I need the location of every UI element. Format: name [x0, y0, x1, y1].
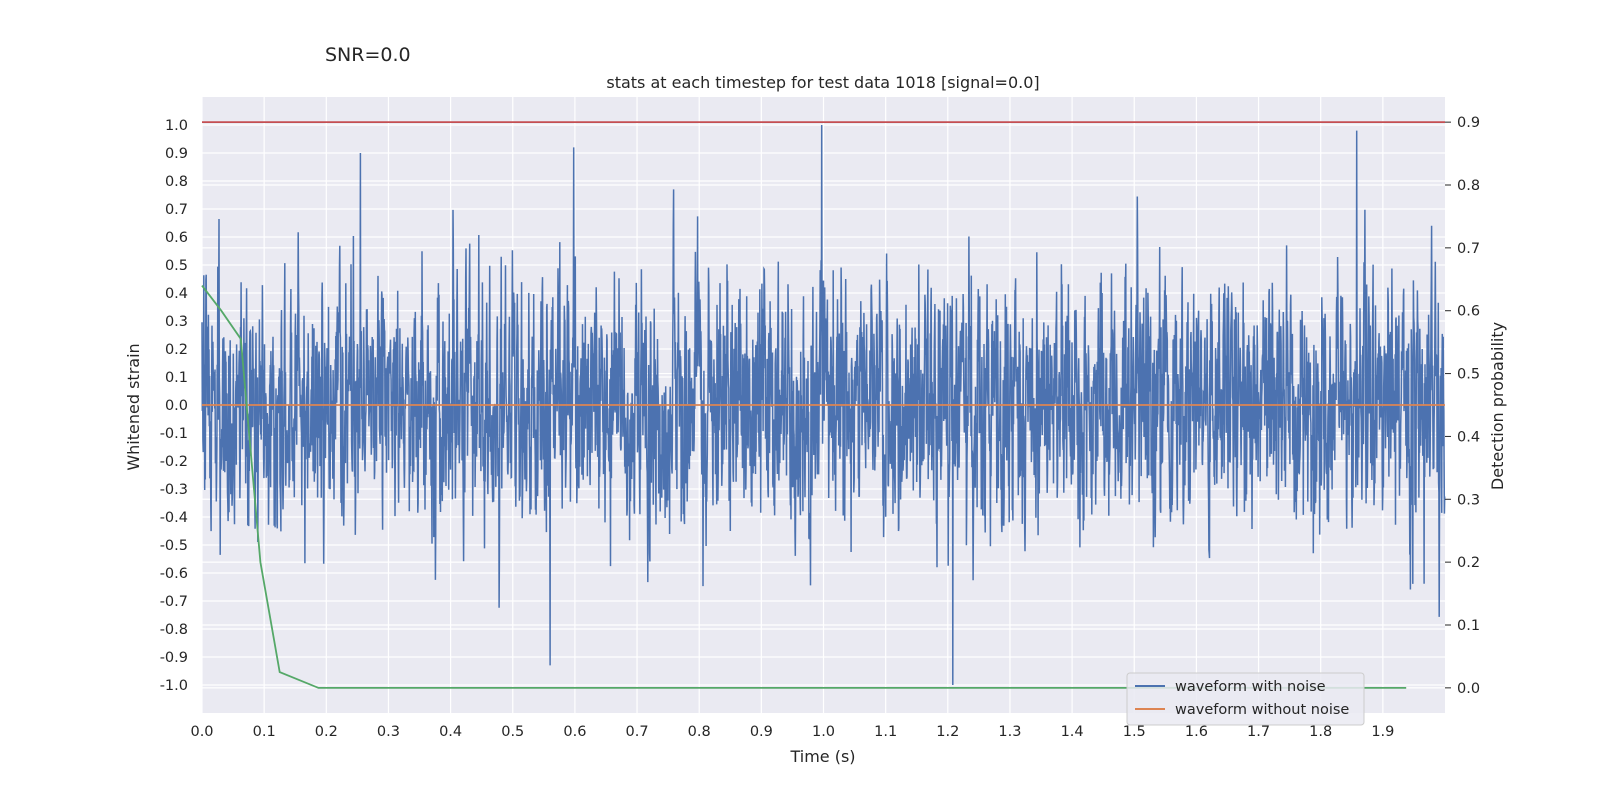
legend: waveform with noise waveform without noi… [1126, 672, 1365, 726]
y2-tick-label: 0.4 [1457, 429, 1480, 445]
ticks: 0.0 0.1 0.2 0.3 0.4 0.5 0.6 0.7 0.8 0.9 1.0 1.1 1.2 1… [160, 115, 1480, 740]
x-tick-label: 1.7 [1247, 724, 1270, 740]
legend-label-clean: waveform without noise [1175, 702, 1349, 718]
x-tick-label: 0.9 [750, 724, 773, 740]
y2-axis-label: Detection probability [1488, 322, 1507, 490]
x-tick-label: 0.6 [563, 724, 586, 740]
y-tick-label: -0.7 [160, 594, 188, 610]
x-tick-label: 1.4 [1061, 724, 1084, 740]
x-tick-label: 1.9 [1371, 724, 1394, 740]
y2-tick-label: 0.1 [1457, 618, 1480, 634]
legend-label-noise: waveform with noise [1175, 679, 1326, 695]
y-tick-label: 0.8 [165, 174, 188, 190]
y-tick-label: -0.2 [160, 454, 188, 470]
y2-tick-label: 0.3 [1457, 492, 1480, 508]
y-tick-label: 0.3 [165, 314, 188, 330]
y-tick-label: 0.9 [165, 146, 188, 162]
y2-tick-label: 0.8 [1457, 178, 1480, 194]
y-tick-label: -0.1 [160, 426, 188, 442]
x-tick-label: 0.4 [439, 724, 462, 740]
y-tick-label: -0.8 [160, 622, 188, 638]
x-tick-label: 1.1 [874, 724, 897, 740]
x-tick-label: 0.0 [190, 724, 213, 740]
x-tick-label: 0.2 [315, 724, 338, 740]
x-tick-label: 0.3 [377, 724, 400, 740]
x-tick-label: 0.5 [501, 724, 524, 740]
x-tick-label: 1.0 [812, 724, 835, 740]
x-tick-label: 1.5 [1123, 724, 1146, 740]
x-tick-label: 0.7 [626, 724, 649, 740]
y-tick-label: 0.5 [165, 258, 188, 274]
y-tick-label: 0.7 [165, 202, 188, 218]
y-tick-label: -0.4 [160, 510, 188, 526]
x-tick-label: 0.1 [253, 724, 276, 740]
y-tick-label: 0.6 [165, 230, 188, 246]
x-tick-label: 0.8 [688, 724, 711, 740]
series-detection-probability [201, 285, 1407, 689]
y-tick-label: 0.0 [165, 398, 188, 414]
y-tick-label: 0.4 [165, 286, 188, 302]
y-tick-label: -1.0 [160, 678, 188, 694]
y2-tick-label: 0.2 [1457, 555, 1480, 571]
series-layer [201, 121, 1446, 689]
y-tick-label: -0.5 [160, 538, 188, 554]
y-axis-label: Whitened strain [124, 343, 143, 470]
y2-tick-label: 0.0 [1457, 681, 1480, 697]
y-tick-label: -0.3 [160, 482, 188, 498]
y-tick-label: -0.6 [160, 566, 188, 582]
y-tick-label: 0.2 [165, 342, 188, 358]
suptitle: SNR=0.0 [325, 44, 411, 66]
x-tick-label: 1.3 [998, 724, 1021, 740]
x-tick-label: 1.6 [1185, 724, 1208, 740]
y2-tick-label: 0.7 [1457, 241, 1480, 257]
y-tick-label: 0.1 [165, 370, 188, 386]
legend-box [1126, 672, 1365, 726]
y-tick-label: -0.9 [160, 650, 188, 666]
x-tick-label: 1.2 [936, 724, 959, 740]
x-tick-label: 1.8 [1309, 724, 1332, 740]
y2-tick-label: 0.9 [1457, 115, 1480, 131]
x-axis-label: Time (s) [789, 747, 855, 766]
chart-title: stats at each timestep for test data 101… [606, 73, 1039, 92]
y-tick-label: 1.0 [165, 118, 188, 134]
y2-tick-label: 0.5 [1457, 367, 1480, 383]
y2-tick-label: 0.6 [1457, 304, 1480, 320]
series-waveform-with-noise [201, 124, 1446, 686]
